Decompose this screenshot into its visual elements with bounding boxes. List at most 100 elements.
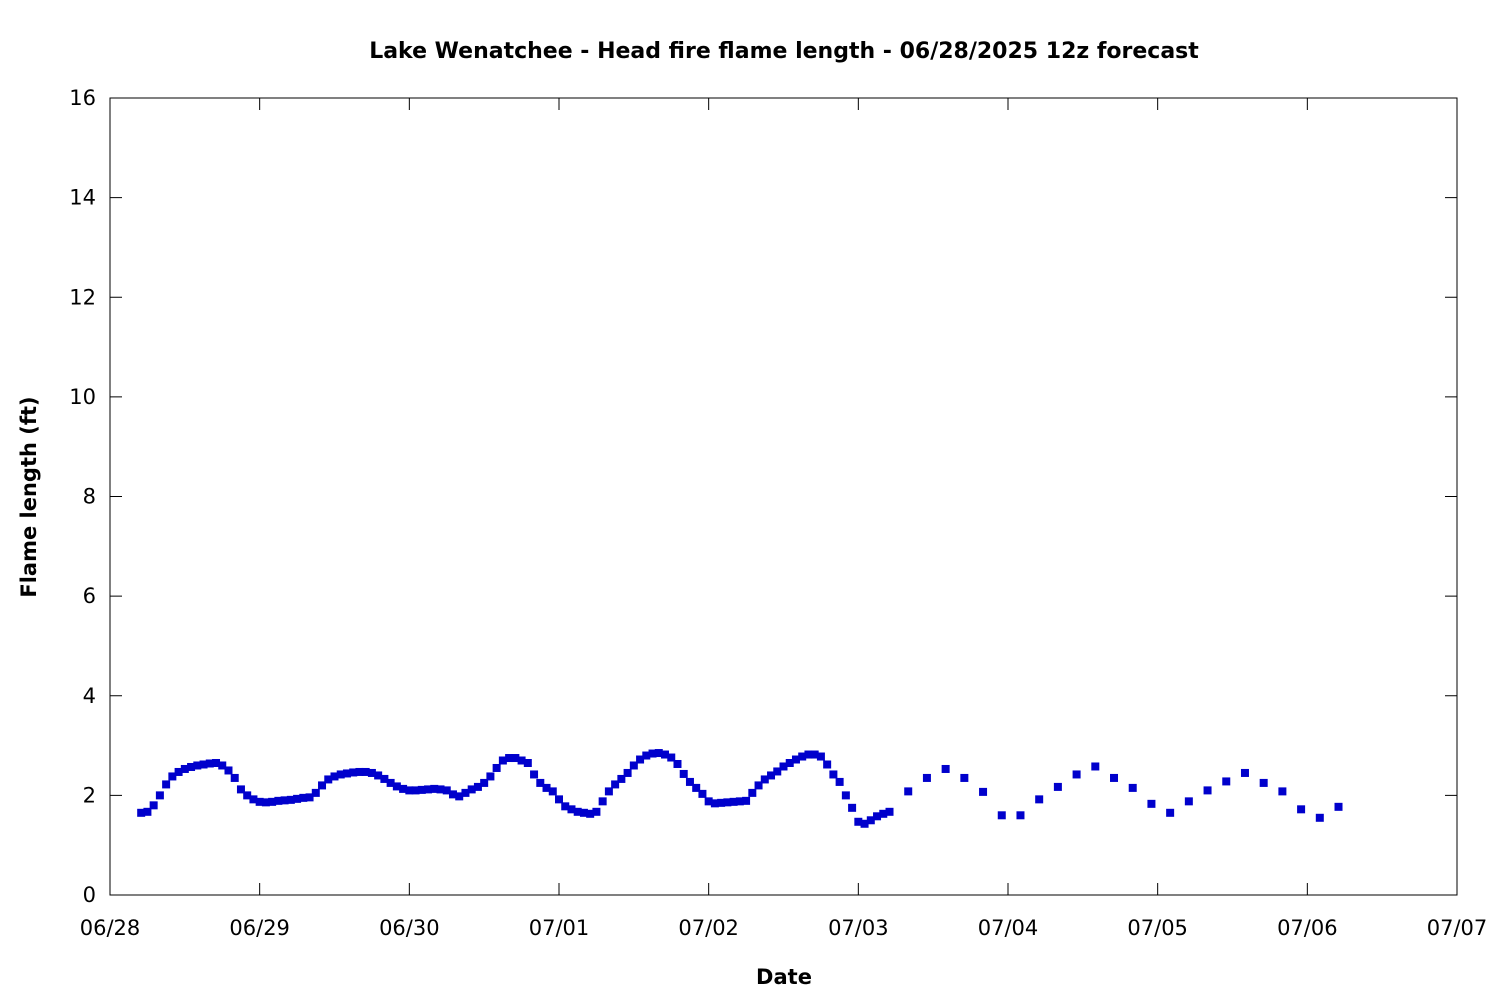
y-tick-label: 16: [69, 86, 96, 110]
data-point: [729, 797, 738, 806]
data-point: [374, 771, 383, 780]
data-point: [873, 812, 882, 821]
data-point: [336, 770, 345, 779]
data-point: [798, 752, 807, 761]
data-point: [1334, 802, 1343, 811]
data-point: [318, 781, 327, 790]
data-point: [623, 768, 632, 777]
data-point: [361, 767, 370, 776]
data-point: [492, 763, 501, 772]
y-axis: 0 2 4 6 8 10 12 14 16: [69, 86, 1457, 907]
data-point: [685, 777, 694, 786]
data-point: [710, 799, 719, 808]
data-point: [212, 758, 221, 767]
data-point: [698, 789, 707, 798]
data-point: [654, 749, 663, 758]
data-point: [330, 772, 339, 781]
data-point: [224, 766, 233, 775]
data-point: [548, 787, 557, 796]
data-point: [667, 753, 676, 762]
data-point: [567, 805, 576, 814]
data-point: [791, 755, 800, 764]
data-point: [1240, 768, 1249, 777]
y-tick-label: 8: [83, 485, 96, 509]
data-point: [979, 787, 988, 796]
data-point: [679, 769, 688, 778]
data-point: [735, 797, 744, 806]
data-point: [1091, 762, 1100, 771]
data-point: [1147, 799, 1156, 808]
data-point: [816, 752, 825, 761]
data-point: [243, 791, 252, 800]
data-point: [604, 787, 613, 796]
data-point: [342, 769, 351, 778]
data-point: [1128, 783, 1137, 792]
x-tick-label: 07/06: [1277, 916, 1338, 940]
data-point: [661, 750, 670, 759]
data-point: [268, 797, 277, 806]
data-point: [236, 785, 245, 794]
data-point: [523, 758, 532, 767]
data-point: [355, 767, 364, 776]
data-point: [704, 797, 713, 806]
data-point: [617, 774, 626, 783]
data-point: [1315, 813, 1324, 822]
data-point: [517, 756, 526, 765]
data-point: [997, 811, 1006, 820]
data-point: [754, 781, 763, 790]
data-point: [860, 819, 869, 828]
data-point: [498, 756, 507, 765]
data-point: [249, 795, 258, 804]
data-point: [380, 774, 389, 783]
data-point: [904, 787, 913, 796]
data-point: [785, 758, 794, 767]
data-point: [555, 795, 563, 804]
data-point: [430, 784, 439, 793]
data-point: [480, 778, 489, 787]
x-tick-label: 07/01: [529, 916, 590, 940]
data-point: [193, 761, 202, 770]
data-point: [530, 770, 539, 779]
y-tick-label: 12: [69, 285, 96, 309]
data-point: [417, 785, 426, 794]
data-point: [174, 767, 183, 776]
data-point: [411, 786, 420, 795]
data-point: [230, 773, 239, 782]
data-point: [1184, 797, 1193, 806]
chart-title: Lake Wenatchee - Head fire flame length …: [369, 39, 1199, 64]
data-point: [486, 772, 495, 781]
data-point: [748, 788, 757, 797]
data-point: [922, 773, 931, 782]
x-tick-label: 07/07: [1427, 916, 1488, 940]
data-point: [461, 788, 470, 797]
data-point: [187, 762, 196, 771]
data-point: [1259, 778, 1268, 787]
data-point: [399, 784, 408, 793]
data-point: [1222, 777, 1231, 786]
data-point: [1278, 787, 1287, 796]
data-point: [299, 793, 308, 802]
y-tick-label: 10: [69, 385, 96, 409]
data-point: [592, 807, 601, 816]
x-axis: 06/28 06/29 06/30 07/01 07/02 07/03 07/04 07/05…: [80, 98, 1488, 940]
x-tick-label: 06/30: [379, 916, 440, 940]
data-point: [180, 764, 189, 773]
x-tick-label: 07/03: [828, 916, 889, 940]
data-point: [305, 793, 314, 802]
data-point: [199, 760, 208, 769]
data-point: [218, 761, 227, 770]
data-point: [143, 807, 152, 816]
data-point: [511, 754, 520, 763]
data-point: [405, 786, 414, 795]
data-point: [467, 785, 476, 794]
x-tick-label: 06/28: [80, 916, 141, 940]
data-point: [155, 791, 164, 800]
plot-frame: [109, 97, 1458, 896]
data-point: [841, 791, 850, 800]
data-point: [542, 783, 551, 792]
data-point: [648, 749, 657, 758]
data-point: [779, 762, 788, 771]
data-point: [810, 750, 819, 759]
data-point: [324, 775, 333, 784]
